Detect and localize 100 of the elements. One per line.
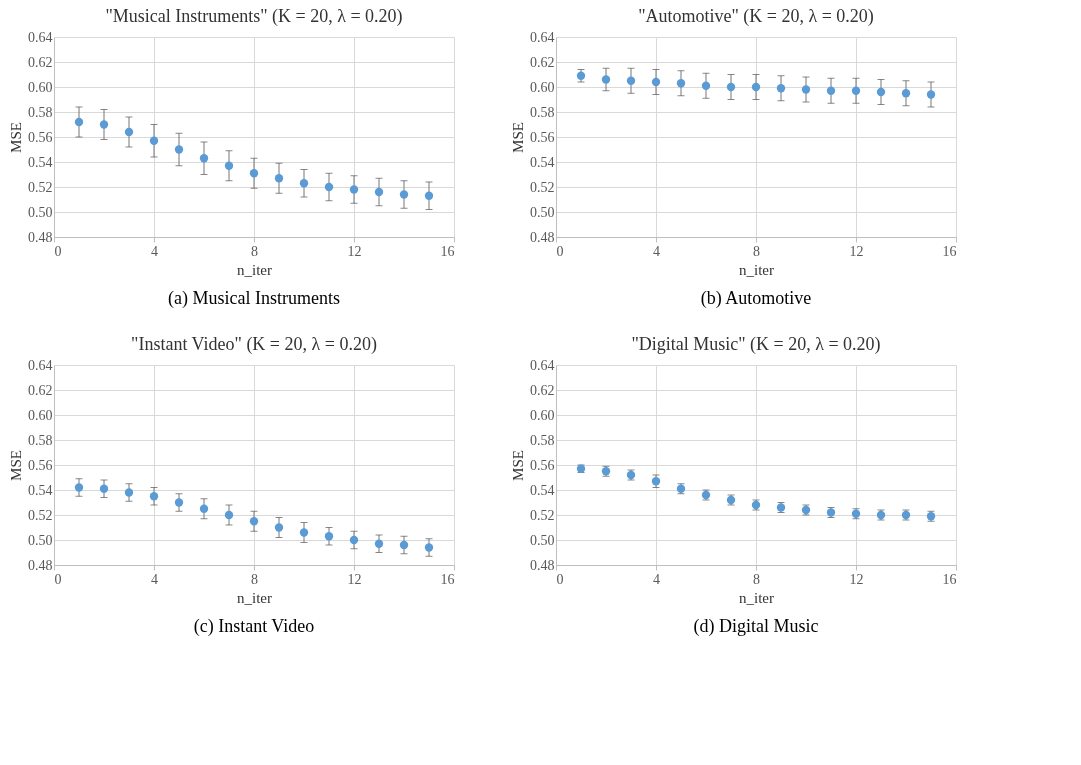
point: [626, 76, 636, 85]
y-tick-label: 0.60: [530, 79, 555, 95]
point: [926, 90, 936, 99]
y-axis-title: MSE: [8, 122, 24, 153]
text: (b) Automotive: [700, 288, 812, 309]
point: [751, 82, 761, 92]
x-axis-title: n_iter: [237, 589, 272, 606]
x-tick-label: 0: [556, 571, 564, 587]
y-tick-label: 0.58: [530, 104, 555, 120]
point: [324, 532, 334, 541]
point: [149, 492, 159, 501]
y-tick-label: 0.48: [530, 557, 555, 573]
y-tick-label: 0.56: [530, 129, 555, 145]
point: [601, 75, 611, 84]
x-tick-label: 12: [849, 571, 864, 587]
point: [374, 187, 384, 197]
chart-title: "Musical Instruments" (K = 20, λ = 0.20): [105, 6, 403, 27]
y-axis-title: MSE: [8, 450, 24, 481]
x-axis-title: n_iter: [739, 589, 774, 606]
y-tick-label: 0.48: [28, 229, 53, 245]
y-tick-label: 0.60: [530, 407, 555, 423]
x-tick-label: 16: [942, 243, 957, 259]
point: [224, 161, 234, 170]
point: [901, 89, 911, 98]
point: [74, 117, 84, 127]
x-axis-title: n_iter: [739, 261, 774, 278]
y-tick-label: 0.52: [530, 507, 555, 523]
point: [299, 528, 309, 537]
point: [99, 484, 109, 493]
point: [174, 498, 184, 507]
point: [651, 77, 661, 87]
x-axis-title: n_iter: [237, 261, 272, 278]
y-tick-label: 0.64: [28, 29, 53, 45]
point: [199, 504, 209, 513]
y-tick-label: 0.54: [28, 154, 53, 170]
x-tick-label: 16: [942, 571, 957, 587]
y-tick-label: 0.62: [530, 382, 555, 398]
x-tick-label: 4: [151, 243, 158, 259]
point: [274, 523, 284, 532]
y-tick-label: 0.56: [530, 457, 555, 473]
point: [576, 71, 586, 80]
y-tick-label: 0.48: [530, 229, 555, 245]
point: [851, 86, 861, 95]
point: [74, 483, 84, 492]
point: [174, 145, 184, 154]
point: [651, 477, 661, 486]
y-tick-label: 0.50: [28, 204, 53, 220]
point: [249, 517, 259, 526]
y-tick-label: 0.64: [530, 357, 555, 373]
point: [224, 510, 234, 520]
point: [726, 82, 736, 92]
point: [399, 190, 409, 199]
y-tick-label: 0.56: [28, 457, 53, 473]
point: [324, 182, 334, 192]
chart-title: "Automotive" (K = 20, λ = 0.20): [638, 6, 874, 27]
point: [399, 540, 409, 550]
point: [199, 154, 209, 163]
y-tick-label: 0.58: [530, 432, 555, 448]
y-tick-label: 0.64: [530, 29, 555, 45]
chart-title: "Instant Video" (K = 20, λ = 0.20): [131, 334, 377, 355]
x-tick-label: 12: [347, 243, 362, 259]
x-tick-label: 4: [653, 571, 660, 587]
x-tick-label: 0: [556, 243, 564, 259]
point: [149, 136, 159, 145]
x-tick-label: 8: [753, 571, 760, 587]
y-tick-label: 0.52: [530, 179, 555, 195]
point: [801, 85, 811, 94]
point: [701, 81, 711, 90]
text: (d) Digital Music: [693, 616, 819, 637]
y-tick-label: 0.52: [28, 179, 53, 195]
y-axis-title: MSE: [510, 122, 526, 153]
point: [349, 185, 359, 194]
x-tick-label: 0: [54, 243, 62, 259]
y-tick-label: 0.54: [28, 482, 53, 498]
y-tick-label: 0.62: [28, 382, 53, 398]
y-tick-label: 0.60: [28, 79, 53, 95]
y-tick-label: 0.50: [530, 532, 555, 548]
point: [424, 543, 434, 552]
point: [299, 179, 309, 188]
y-tick-label: 0.64: [28, 357, 53, 373]
chart-title: "Digital Music" (K = 20, λ = 0.20): [631, 334, 881, 355]
y-tick-label: 0.54: [530, 482, 555, 498]
y-axis-title: MSE: [510, 450, 526, 481]
point: [249, 169, 259, 178]
y-tick-label: 0.58: [28, 432, 53, 448]
y-tick-label: 0.56: [28, 129, 53, 145]
y-tick-label: 0.60: [28, 407, 53, 423]
y-tick-label: 0.62: [530, 54, 555, 70]
text: (c) Instant Video: [193, 616, 315, 637]
x-tick-label: 16: [440, 571, 455, 587]
point: [676, 79, 686, 88]
point: [124, 127, 134, 137]
point: [349, 535, 359, 545]
x-tick-label: 8: [753, 243, 760, 259]
point: [274, 174, 284, 183]
point: [374, 539, 384, 548]
x-tick-label: 0: [54, 571, 62, 587]
x-tick-label: 12: [347, 571, 362, 587]
x-tick-label: 4: [653, 243, 660, 259]
text: (a) Musical Instruments: [168, 288, 340, 309]
